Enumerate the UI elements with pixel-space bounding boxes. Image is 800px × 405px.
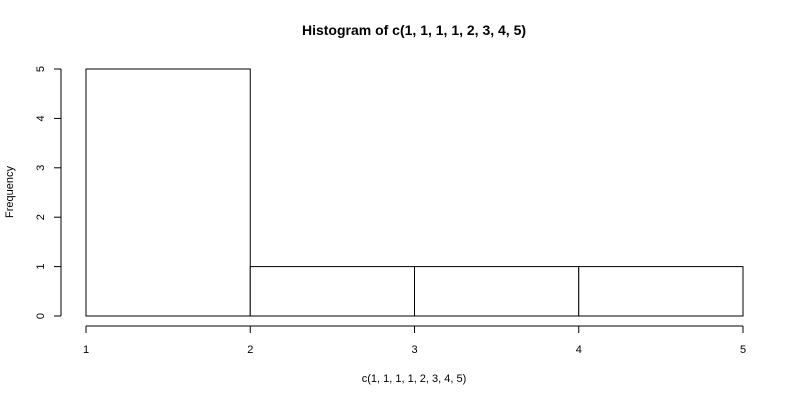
y-tick-label-4: 4 <box>35 115 47 121</box>
x-tick-label-4: 4 <box>576 344 582 356</box>
y-tick-label-0: 0 <box>35 313 47 319</box>
x-tick-label-5: 5 <box>740 344 746 356</box>
bars-layer <box>85 68 744 317</box>
histogram-bar-3 <box>414 266 580 317</box>
x-axis-label: c(1, 1, 1, 1, 2, 3, 4, 5) <box>362 373 467 385</box>
x-tick-label-2: 2 <box>247 344 253 356</box>
x-axis: 1 2 3 4 5 <box>83 325 746 356</box>
y-axis-label: Frequency <box>4 166 16 218</box>
y-tick-label-1: 1 <box>35 264 47 270</box>
y-axis: 0 1 2 3 4 5 <box>35 66 62 319</box>
histogram-bar-1 <box>85 68 251 317</box>
histogram-bar-4 <box>578 266 744 317</box>
x-tick-label-1: 1 <box>83 344 89 356</box>
x-tick-label-3: 3 <box>411 344 417 356</box>
y-tick-label-2: 2 <box>35 214 47 220</box>
histogram-bar-2 <box>249 266 415 317</box>
chart-title: Histogram of c(1, 1, 1, 1, 2, 3, 4, 5) <box>302 22 526 38</box>
y-tick-label-5: 5 <box>35 66 47 72</box>
y-tick-label-3: 3 <box>35 165 47 171</box>
